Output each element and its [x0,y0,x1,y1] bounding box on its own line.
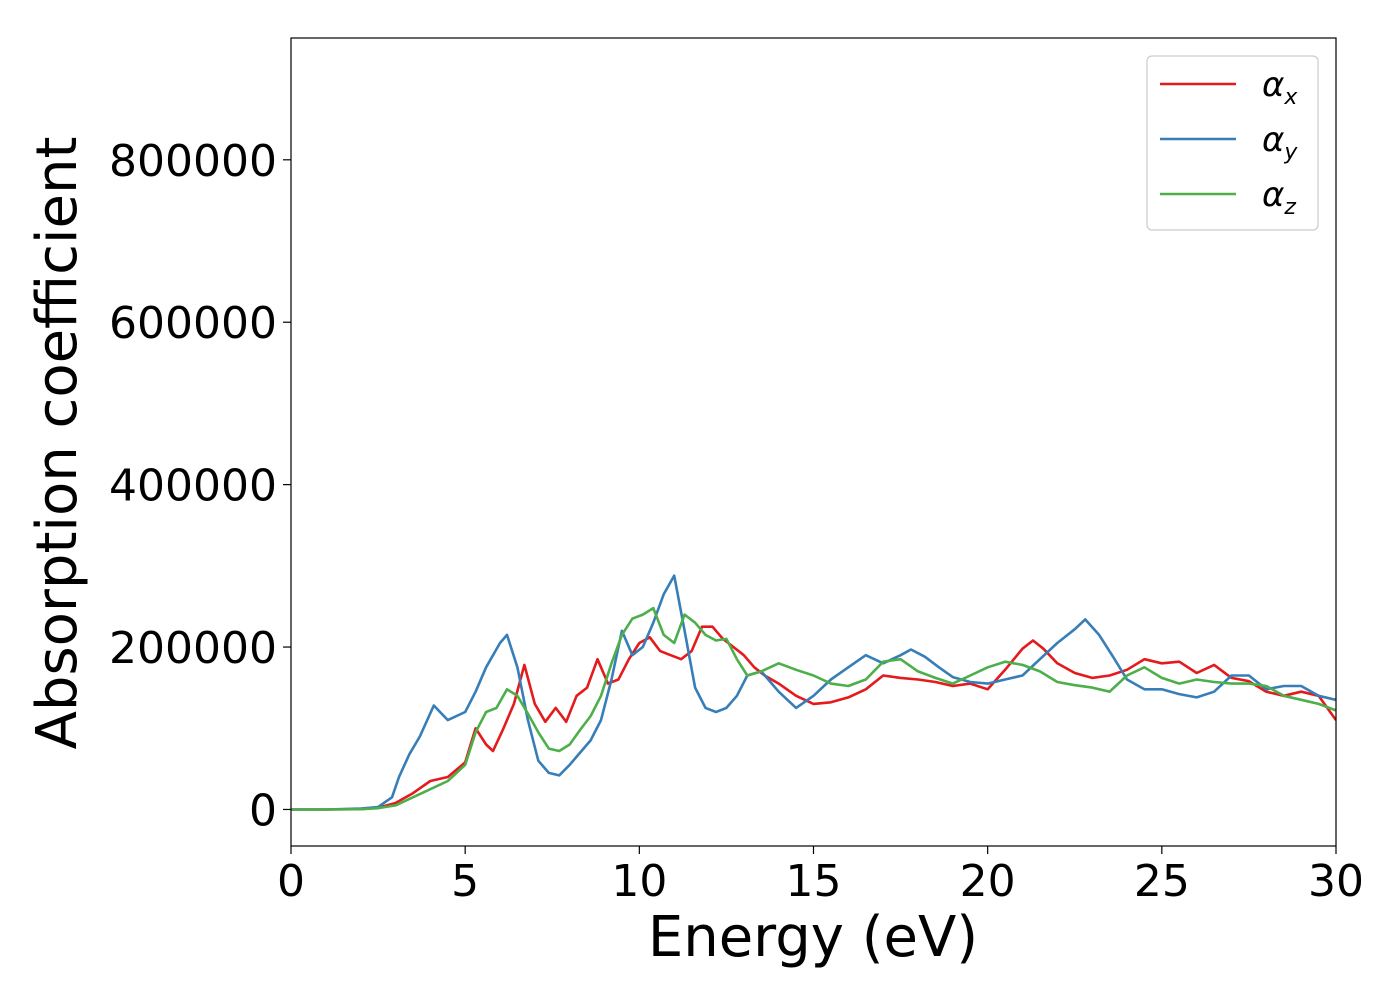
y-tick-label: 400000 [109,461,277,512]
y-tick-label: 800000 [109,136,277,187]
x-tick-label: 20 [960,856,1016,907]
series-line-x [291,625,1336,811]
x-tick-label: 25 [1134,856,1190,907]
x-tick-label: 5 [451,856,479,907]
legend-label-x: αx [1262,65,1298,110]
legend-box [1146,55,1319,231]
y-tick-label: 600000 [109,298,277,349]
y-tick-label: 0 [249,785,277,836]
x-tick-label: 15 [786,856,842,907]
y-axis-title: Absorption coefficient [25,137,90,750]
series-line-z [291,606,1336,811]
x-tick-label: 30 [1308,856,1364,907]
y-tick-label: 200000 [109,623,277,674]
x-tick-label: 0 [277,856,305,907]
legend: αx αy αz [1146,55,1319,231]
series-line-y [291,574,1336,811]
x-axis-ticks: 0 5 10 15 20 25 30 [277,846,1364,907]
legend-label-z: αz [1262,175,1296,220]
x-tick-label: 10 [611,856,667,907]
legend-label-y: αy [1262,120,1298,165]
y-axis-ticks: 0 200000 400000 600000 800000 [109,136,291,836]
x-axis-title: Energy (eV) [648,905,978,970]
